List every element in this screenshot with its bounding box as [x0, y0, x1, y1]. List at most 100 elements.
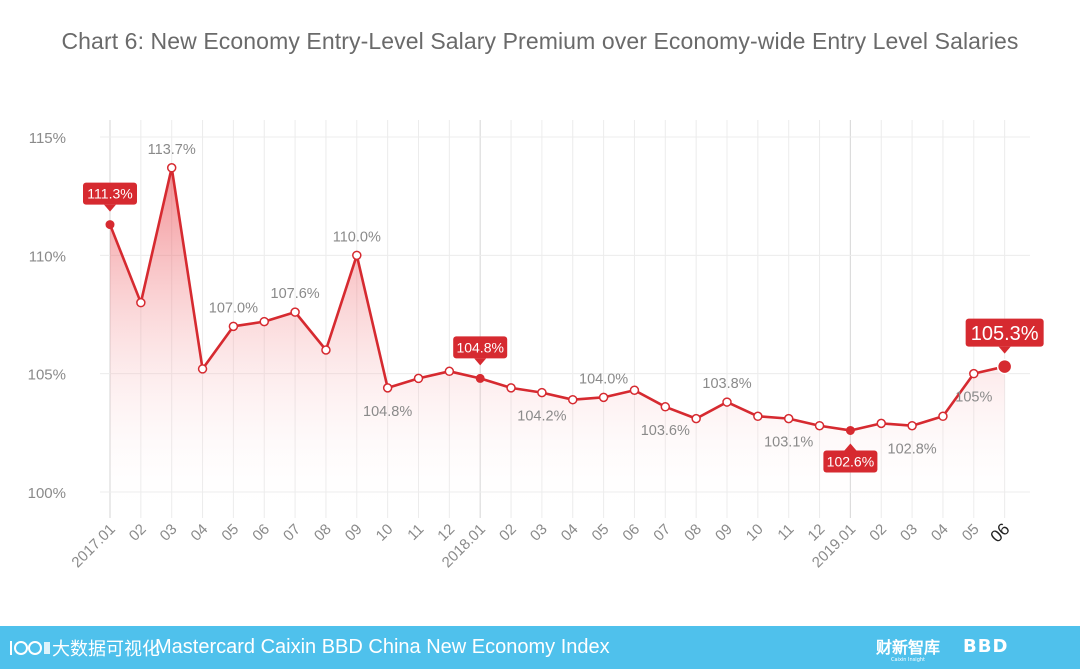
x-tick-label: 12 — [805, 521, 829, 545]
x-tick-label: 06 — [249, 521, 273, 545]
x-tick-label: 06 — [987, 519, 1014, 546]
callout-label: 111.3% — [87, 186, 132, 202]
data-point — [290, 307, 300, 317]
callout-pointer — [474, 358, 487, 366]
callout-label: 105.3% — [971, 323, 1039, 345]
data-label: 104.8% — [363, 404, 412, 420]
logo-left: 大数据可视化 — [8, 635, 160, 661]
y-axis: 100% 105% 110% 115% — [28, 130, 66, 502]
data-points — [105, 163, 1013, 435]
data-point — [506, 383, 516, 393]
data-label: 104.2% — [517, 409, 566, 425]
line-chart: 100%105%110%115% 2017.01 02 03 04 05 06 07 08 09… — [28, 120, 1044, 571]
x-tick-label: 2017.01 — [68, 521, 118, 571]
x-tick-label: 07 — [650, 521, 674, 545]
callout-label: 102.6% — [827, 454, 874, 470]
x-tick-label: 04 — [558, 521, 582, 545]
data-point — [444, 366, 455, 377]
area-fill — [110, 167, 1005, 518]
data-label: 103.8% — [702, 376, 751, 392]
caixin-insight-subtext: Caixin Insight — [891, 657, 925, 663]
x-tick-label: 03 — [527, 521, 551, 545]
data-point — [537, 387, 547, 398]
x-tick-label: 03 — [897, 521, 921, 545]
data-point — [660, 402, 671, 412]
bbd-logo: BBD — [963, 636, 1009, 657]
source-text: Mastercard Caixin BBD China New Economy … — [155, 636, 610, 658]
callout-label: 104.8% — [456, 339, 503, 355]
callouts: 111.3% 104.8% 102.6% 105.3% — [83, 182, 1044, 473]
data-label: 102.8% — [888, 442, 937, 458]
x-tick-label: 02 — [126, 521, 150, 545]
data-point — [382, 383, 393, 393]
data-point — [197, 364, 208, 374]
x-tick-label: 08 — [681, 521, 705, 545]
data-point-emphasis — [475, 373, 485, 383]
x-tick-label: 11 — [404, 521, 427, 544]
data-point-final — [996, 358, 1013, 375]
data-viz-logo-icon — [8, 637, 52, 659]
data-point — [352, 250, 362, 261]
data-label: 107.6% — [271, 286, 320, 302]
caixin-insight-text: 财新智库 — [876, 638, 941, 657]
x-tick-label: 12 — [434, 521, 458, 545]
data-point — [136, 297, 146, 308]
callout-box — [965, 318, 1044, 347]
data-point — [568, 394, 578, 405]
data-point — [969, 368, 979, 379]
x-tick-label: 09 — [342, 521, 366, 545]
x-tick-label: 05 — [589, 521, 613, 545]
callout-box — [453, 336, 508, 359]
x-tick-label: 04 — [188, 521, 212, 545]
x-tick-label: 11 — [774, 521, 797, 544]
data-point — [691, 413, 701, 424]
data-point — [876, 418, 886, 429]
y-tick-label: 115% — [29, 130, 66, 147]
data-point — [907, 420, 917, 431]
series-line — [108, 166, 1006, 432]
data-point — [413, 373, 424, 384]
data-point — [598, 392, 609, 403]
data-point — [783, 413, 794, 424]
data-point — [321, 345, 331, 355]
callout: 104.8% — [453, 336, 508, 366]
x-tick-label: 03 — [157, 521, 181, 545]
x-tick-label: 09 — [712, 521, 736, 545]
x-tick-label: 02 — [496, 521, 520, 545]
data-point — [629, 385, 640, 395]
data-point — [938, 411, 948, 422]
callout: 102.6% — [823, 443, 878, 473]
data-label: 105% — [955, 390, 992, 406]
data-label: 110.0% — [333, 229, 381, 245]
data-point — [753, 411, 763, 422]
y-tick-label: 110% — [29, 248, 66, 265]
data-label: 103.1% — [764, 435, 813, 451]
callout-box — [823, 450, 878, 473]
x-tick-label: 10 — [743, 521, 767, 545]
data-label: 103.6% — [641, 423, 690, 439]
data-point-emphasis — [105, 220, 115, 230]
caixin-insight-logo: 财新智库 Caixin Insight — [876, 634, 940, 663]
data-point — [228, 321, 239, 332]
y-tick-label: 100% — [28, 485, 66, 502]
footer-bar: 大数据可视化 Mastercard Caixin BBD China New E… — [0, 626, 1080, 669]
data-label: 104.0% — [579, 371, 628, 387]
x-tick-label: 07 — [280, 521, 304, 545]
data-point-emphasis — [845, 425, 855, 435]
callout-pointer — [104, 204, 116, 212]
callout-pointer — [998, 346, 1011, 354]
x-tick-label: 06 — [619, 521, 643, 545]
callout: 111.3% — [83, 182, 137, 212]
callout: 105.3% — [965, 318, 1044, 354]
x-tick-label: 08 — [311, 521, 335, 545]
logo-left-text: 大数据可视化 — [52, 639, 160, 660]
data-point — [722, 397, 732, 407]
series-area — [110, 167, 1005, 518]
x-tick-label: 05 — [218, 521, 242, 545]
data-label: 107.0% — [209, 300, 258, 316]
x-tick-label: 05 — [959, 521, 983, 545]
callout-box — [83, 182, 137, 205]
data-point — [814, 420, 825, 431]
data-label: 113.7% — [148, 142, 196, 158]
